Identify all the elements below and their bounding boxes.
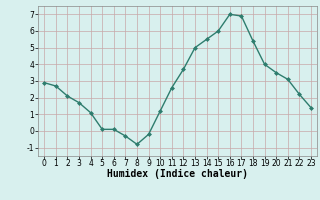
X-axis label: Humidex (Indice chaleur): Humidex (Indice chaleur) [107, 169, 248, 179]
